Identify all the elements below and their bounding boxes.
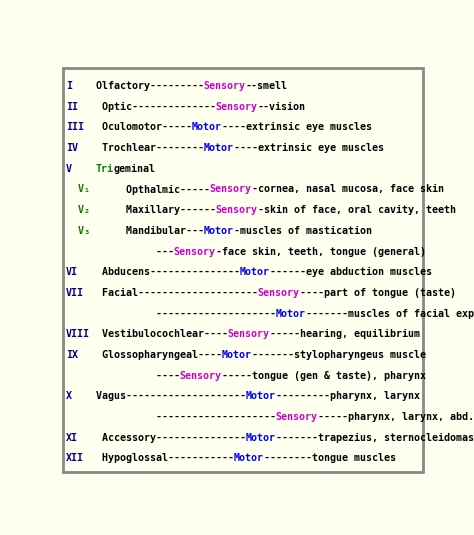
Text: Abducens---------------: Abducens---------------: [78, 268, 240, 277]
Text: ---: ---: [66, 247, 174, 257]
Text: -----tongue (gen & taste), pharynx: -----tongue (gen & taste), pharynx: [222, 371, 426, 381]
Text: ----extrinsic eye muscles: ----extrinsic eye muscles: [234, 143, 384, 153]
Text: --vision: --vision: [258, 102, 306, 112]
Text: Sensory: Sensory: [276, 412, 318, 422]
Text: XII: XII: [66, 453, 84, 463]
Text: Maxillary------: Maxillary------: [90, 205, 216, 215]
Text: Motor: Motor: [222, 350, 252, 360]
Text: -------stylopharyngeus muscle: -------stylopharyngeus muscle: [252, 350, 426, 360]
Text: Glossopharyngeal----: Glossopharyngeal----: [78, 350, 222, 360]
Text: ----extrinsic eye muscles: ----extrinsic eye muscles: [222, 123, 372, 133]
Text: V₂: V₂: [66, 205, 90, 215]
Text: -skin of face, oral cavity, teeth: -skin of face, oral cavity, teeth: [258, 205, 456, 215]
Text: Motor: Motor: [234, 453, 264, 463]
Text: Tri: Tri: [96, 164, 114, 174]
Text: Motor: Motor: [204, 226, 234, 236]
Text: -face skin, teeth, tongue (general): -face skin, teeth, tongue (general): [216, 247, 426, 257]
Text: -cornea, nasal mucosa, face skin: -cornea, nasal mucosa, face skin: [252, 185, 444, 195]
Text: Sensory: Sensory: [216, 102, 258, 112]
Text: Motor: Motor: [276, 309, 306, 319]
Text: --------tongue muscles: --------tongue muscles: [264, 453, 396, 463]
Text: Sensory: Sensory: [216, 205, 258, 215]
Text: Sensory: Sensory: [210, 185, 252, 195]
Text: Trochlear--------: Trochlear--------: [78, 143, 204, 153]
Text: VII: VII: [66, 288, 84, 298]
Text: Facial--------------------: Facial--------------------: [84, 288, 258, 298]
Text: --------------------: --------------------: [66, 309, 276, 319]
Text: Vagus--------------------: Vagus--------------------: [72, 391, 246, 401]
Text: Sensory: Sensory: [258, 288, 300, 298]
Text: Olfactory---------: Olfactory---------: [72, 81, 204, 91]
Text: Motor: Motor: [240, 268, 270, 277]
Text: -muscles of mastication: -muscles of mastication: [234, 226, 372, 236]
Text: X: X: [66, 391, 72, 401]
Text: ----part of tongue (taste): ----part of tongue (taste): [300, 288, 456, 298]
Text: Sensory: Sensory: [180, 371, 222, 381]
Text: -------trapezius, sternocleidomastoid: -------trapezius, sternocleidomastoid: [276, 433, 474, 443]
Text: IX: IX: [66, 350, 78, 360]
Text: Motor: Motor: [192, 123, 222, 133]
Text: II: II: [66, 102, 78, 112]
Text: Sensory: Sensory: [174, 247, 216, 257]
Text: --------------------: --------------------: [66, 412, 276, 422]
Text: V₃: V₃: [66, 226, 90, 236]
Text: ---------pharynx, larynx: ---------pharynx, larynx: [276, 391, 420, 401]
Text: Hypoglossal-----------: Hypoglossal-----------: [84, 453, 234, 463]
Text: Sensory: Sensory: [228, 329, 270, 339]
Text: IV: IV: [66, 143, 78, 153]
Text: Opthalmic-----: Opthalmic-----: [90, 185, 210, 195]
Text: Motor: Motor: [246, 391, 276, 401]
Text: Motor: Motor: [204, 143, 234, 153]
Text: I: I: [66, 81, 72, 91]
Text: -------muscles of facial expression: -------muscles of facial expression: [306, 309, 474, 319]
Text: --smell: --smell: [246, 81, 288, 91]
Text: ------eye abduction muscles: ------eye abduction muscles: [270, 267, 432, 277]
Text: Mandibular---: Mandibular---: [90, 226, 204, 236]
Text: Motor: Motor: [246, 433, 276, 442]
Text: V₁: V₁: [66, 185, 90, 195]
Text: XI: XI: [66, 433, 78, 442]
Text: Optic--------------: Optic--------------: [78, 102, 216, 112]
Text: -----pharynx, larynx, abd. organs: -----pharynx, larynx, abd. organs: [318, 412, 474, 422]
Text: VIII: VIII: [66, 329, 90, 339]
Text: III: III: [66, 123, 84, 133]
Text: Accessory---------------: Accessory---------------: [78, 433, 246, 442]
Text: Oculomotor-----: Oculomotor-----: [84, 123, 192, 133]
Text: Sensory: Sensory: [204, 81, 246, 91]
Text: VI: VI: [66, 268, 78, 277]
Text: -----hearing, equilibrium: -----hearing, equilibrium: [270, 329, 420, 339]
Text: Vestibulocochlear----: Vestibulocochlear----: [90, 329, 228, 339]
Text: V: V: [66, 164, 72, 174]
Text: ----: ----: [66, 371, 180, 381]
Text: geminal: geminal: [114, 164, 156, 174]
